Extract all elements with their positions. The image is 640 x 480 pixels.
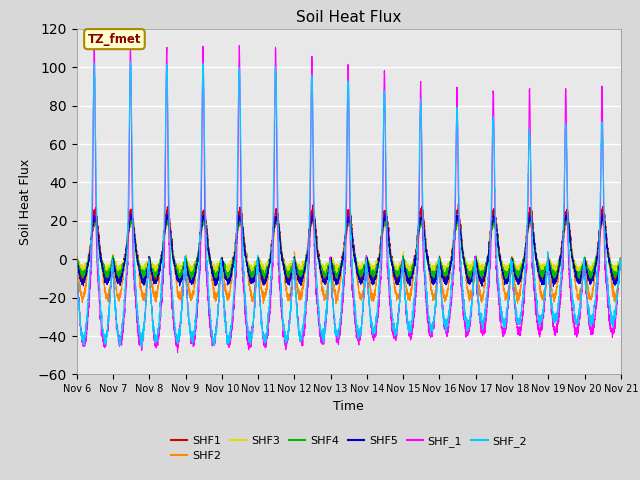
SHF3: [502, 269, 509, 275]
SHF4: [502, 275, 509, 280]
SHF3: [171, 260, 179, 266]
SHF2: [382, 211, 390, 216]
SHF3: [617, 257, 625, 263]
SHF5: [616, 260, 624, 266]
SHF_1: [90, 41, 98, 47]
SHF_2: [73, 273, 81, 278]
SHF4: [329, 261, 337, 266]
SHF1: [329, 263, 337, 269]
SHF4: [617, 259, 625, 264]
SHF_2: [617, 267, 625, 273]
Y-axis label: Soil Heat Flux: Soil Heat Flux: [19, 158, 32, 245]
SHF_2: [171, 320, 179, 326]
SHF4: [616, 257, 624, 263]
SHF2: [471, 270, 479, 276]
SHF2: [73, 252, 81, 258]
SHF3: [616, 259, 624, 264]
SHF4: [73, 259, 81, 265]
Line: SHF5: SHF5: [77, 214, 621, 287]
SHF2: [171, 261, 179, 267]
Title: Soil Heat Flux: Soil Heat Flux: [296, 10, 401, 25]
Legend: SHF1, SHF2, SHF3, SHF4, SHF5, SHF_1, SHF_2: SHF1, SHF2, SHF3, SHF4, SHF5, SHF_1, SHF…: [166, 431, 531, 466]
SHF_2: [127, 59, 134, 64]
SHF5: [171, 263, 179, 269]
SHF3: [73, 255, 81, 261]
SHF_1: [73, 272, 81, 277]
SHF_1: [173, 350, 181, 356]
SHF1: [502, 274, 509, 279]
Text: TZ_fmet: TZ_fmet: [88, 33, 141, 46]
SHF4: [164, 214, 172, 220]
SHF_2: [616, 259, 624, 264]
SHF1: [73, 257, 81, 263]
SHF_1: [616, 259, 624, 265]
SHF2: [502, 292, 509, 298]
Line: SHF4: SHF4: [77, 217, 621, 281]
SHF_1: [329, 299, 337, 305]
SHF2: [617, 260, 625, 266]
SHF3: [471, 261, 479, 267]
X-axis label: Time: Time: [333, 400, 364, 413]
SHF5: [550, 284, 557, 289]
SHF1: [616, 260, 624, 265]
SHF_1: [441, 319, 449, 325]
SHF5: [617, 258, 625, 264]
Line: SHF3: SHF3: [77, 216, 621, 275]
Line: SHF2: SHF2: [77, 214, 621, 303]
SHF2: [616, 259, 624, 264]
SHF3: [600, 214, 607, 219]
SHF1: [454, 201, 462, 207]
Line: SHF_1: SHF_1: [77, 44, 621, 353]
SHF1: [617, 256, 625, 262]
SHF1: [171, 258, 179, 264]
SHF_2: [441, 322, 449, 327]
SHF4: [471, 260, 479, 266]
SHF4: [188, 278, 195, 284]
SHF1: [441, 277, 449, 283]
SHF2: [441, 299, 449, 304]
SHF1: [211, 283, 219, 288]
SHF2: [259, 300, 267, 306]
SHF5: [73, 256, 81, 262]
SHF3: [440, 266, 448, 272]
SHF3: [576, 272, 584, 277]
Line: SHF_2: SHF_2: [77, 61, 621, 347]
SHF4: [441, 271, 449, 277]
SHF_2: [138, 344, 145, 349]
SHF_1: [471, 261, 479, 267]
SHF_2: [329, 295, 337, 301]
SHF5: [328, 266, 336, 272]
SHF5: [441, 280, 449, 286]
SHF1: [471, 261, 479, 267]
SHF5: [471, 264, 479, 270]
SHF4: [171, 258, 179, 264]
SHF5: [381, 211, 389, 216]
SHF_1: [502, 324, 509, 329]
Line: SHF1: SHF1: [77, 204, 621, 286]
SHF2: [329, 269, 337, 275]
SHF3: [328, 263, 336, 269]
SHF_1: [617, 265, 625, 271]
SHF5: [502, 280, 509, 286]
SHF_2: [502, 318, 509, 324]
SHF_2: [471, 267, 479, 273]
SHF_1: [171, 329, 179, 335]
